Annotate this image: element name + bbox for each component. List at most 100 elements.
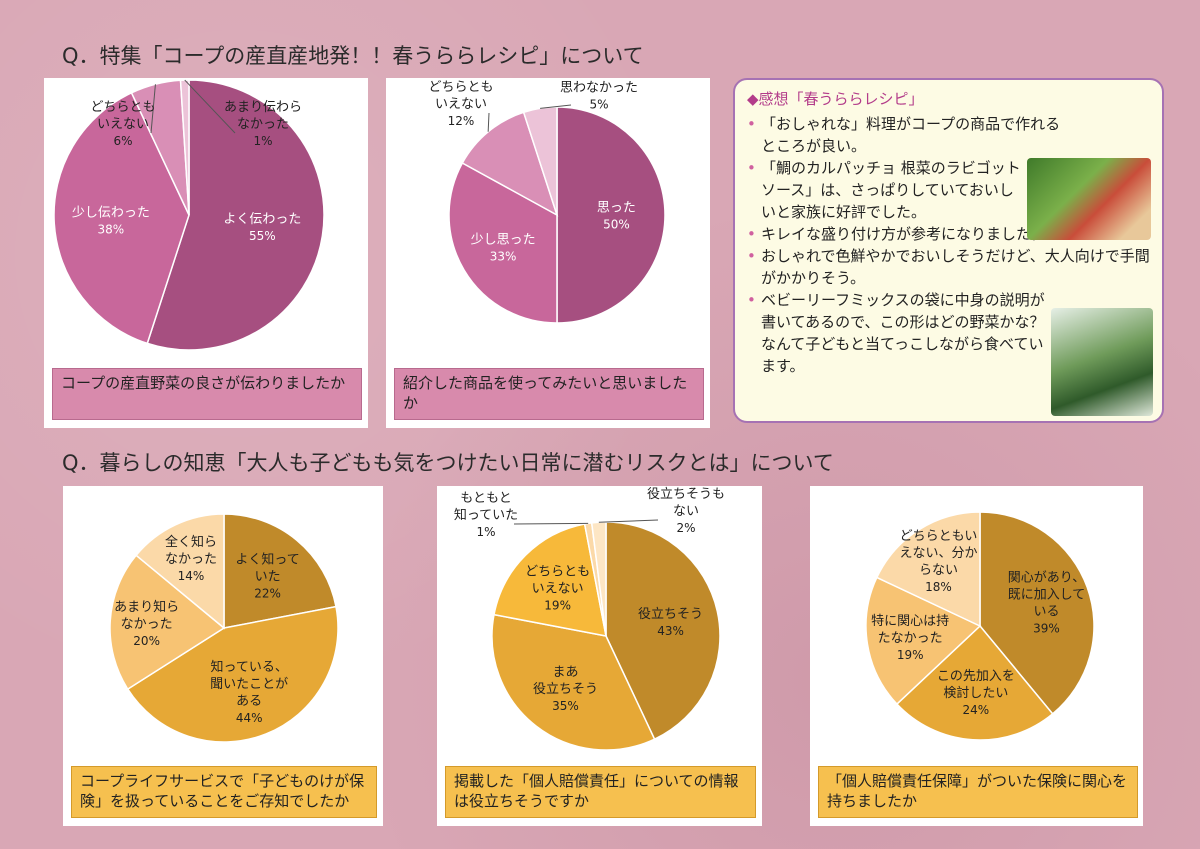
slice-name: 特に関心は持 <box>871 614 949 629</box>
pie-slice <box>865 576 982 706</box>
slice-name: いえない <box>435 97 487 112</box>
slice-name: どちらとも <box>90 100 155 115</box>
slice-name: まあ <box>552 665 578 680</box>
comments-title: ◆感想「春うららレシピ」 <box>747 90 924 108</box>
slice-name: よく知って <box>235 551 299 567</box>
slice-label: どちらともいえない 12% <box>428 80 493 128</box>
pie-slice <box>556 106 666 324</box>
slice-percent: 19% <box>897 648 924 662</box>
pie-slice <box>146 79 325 351</box>
comment-item: • おしゃれで色鮮やかでおいしそうだけど、大人向けで手間がかかりそう。 <box>747 247 1150 287</box>
slice-percent: 33% <box>490 249 517 263</box>
leader-line <box>598 519 659 523</box>
slice-percent: 1% <box>253 134 272 148</box>
slice-name: 全く知ら <box>165 534 217 550</box>
slice-percent: 24% <box>963 703 990 717</box>
slice-name: 検討したい <box>943 685 1008 701</box>
pie-slice <box>461 111 559 217</box>
chart-question-caption: 紹介した商品を使ってみたいと思いましたか <box>394 368 704 420</box>
slice-percent: 35% <box>552 699 579 713</box>
pie-slice <box>223 513 337 629</box>
slice-percent: 38% <box>98 222 125 236</box>
slice-name: どちらともい <box>900 529 978 544</box>
slice-name: ある <box>236 694 262 709</box>
slice-name: 役立ちそうも <box>647 487 725 502</box>
chart-question-caption: 「個人賠償責任保障」がついた保険に関心を持ちましたか <box>818 766 1138 818</box>
comment-item: • ベビーリーフミックスの袋に中身の説明が書いてあるので、この形はどの野菜かな？… <box>747 291 1045 375</box>
slice-label: 特に関心は持たなかった 19% <box>871 614 949 662</box>
slice-label: あまり伝わらなかった 1% <box>224 100 302 148</box>
pie-chart: 関心があり、既に加入している 39% この先加入を検討したい 24% 特に関心は持たなか… <box>865 511 1095 741</box>
slice-name: この先加入を <box>937 669 1015 684</box>
slice-name: 知っている、 <box>211 659 288 675</box>
slice-name: 少し伝わった <box>72 205 150 220</box>
slice-label: あまり知らなかった 20% <box>114 599 179 648</box>
chart-card-products-quality: よく伝わった 55% 少し伝わった 38% どちらともいえない 6% あまり伝わらなかった 1… <box>44 78 368 428</box>
slice-name: いる <box>1033 605 1059 620</box>
bullet-icon: • <box>747 247 756 265</box>
section1-title: Q．特集「コープの産直産地発！！春うららレシピ」について <box>62 44 644 68</box>
bullet-icon: • <box>747 115 756 133</box>
leader-line <box>184 79 236 134</box>
slice-label: 少し伝わった 38% <box>72 205 150 236</box>
slice-percent: 50% <box>603 218 630 232</box>
slice-name: いえない <box>532 582 584 597</box>
slice-percent: 55% <box>249 229 276 243</box>
slice-name: あまり知ら <box>114 599 179 615</box>
slice-label: 思った 50% <box>597 201 636 232</box>
chart-card-insurance-interest: 関心があり、既に加入している 39% この先加入を検討したい 24% 特に関心は持たなか… <box>810 486 1143 826</box>
slice-label: どちらともいえない 19% <box>525 565 590 613</box>
bullet-icon: • <box>747 291 756 309</box>
pie-slice <box>53 91 190 345</box>
pie-slice <box>979 511 1095 715</box>
pie-chart: 思った 50% 少し思った 33% どちらともいえない 12% 思わなかった 5% <box>428 80 666 324</box>
slice-percent: 43% <box>657 624 684 638</box>
slice-label: まあ役立ちそう 35% <box>533 665 598 713</box>
baby-leaf-bag-photo <box>1051 308 1153 416</box>
slice-name: 思った <box>597 201 636 216</box>
pie-slice <box>605 521 721 741</box>
pie-slice <box>491 613 656 751</box>
slice-label: この先加入を検討したい 24% <box>937 669 1015 717</box>
slice-name: 役立ちそう <box>533 682 598 697</box>
slice-label: よく伝わった 55% <box>223 212 301 243</box>
slice-name: 既に加入して <box>1008 588 1086 603</box>
slice-name: どちらとも <box>525 565 590 580</box>
slice-percent: 39% <box>1033 622 1060 636</box>
comment-item: • キレイな盛り付け方が参考になりました。 <box>747 225 1047 243</box>
bullet-icon: • <box>747 159 756 177</box>
slice-name: たなかった <box>878 631 943 646</box>
chart-card-want-to-try: 思った 50% 少し思った 33% どちらともいえない 12% 思わなかった 5% 紹介した商品… <box>386 78 710 428</box>
comment-item: • 「鯛のカルパッチョ 根菜のラビゴットソース」は、さっぱりしていておいしいと家… <box>747 159 1021 221</box>
slice-name: えない、分か <box>899 546 977 561</box>
slice-percent: 19% <box>544 599 571 613</box>
slice-label: 知っている、聞いたことがある 44% <box>210 659 288 725</box>
slice-name: もともと <box>460 491 511 506</box>
slice-name: いえない <box>97 117 149 132</box>
slice-label: 少し思った 33% <box>471 232 536 263</box>
slice-name: 聞いたことが <box>210 677 288 692</box>
slice-name: らない <box>919 563 958 578</box>
pie-slice <box>448 161 558 324</box>
bullet-icon: • <box>747 225 756 243</box>
leader-line <box>150 84 156 134</box>
slice-name: 少し思った <box>471 232 536 247</box>
pie-slice <box>135 513 225 630</box>
comment-item: • 「おしゃれな」料理がコープの商品で作れるところが良い。 <box>747 115 1061 155</box>
slice-name: よく伝わった <box>223 212 301 227</box>
slice-name: 思わなかった <box>560 81 638 96</box>
slice-label: よく知っていた 22% <box>235 551 299 600</box>
slice-label: どちらともいえない 6% <box>90 100 155 148</box>
pie-slice <box>179 79 190 216</box>
pie-chart: 役立ちそう 43% まあ役立ちそう 35% どちらともいえない 19% もともと知っていた 1… <box>454 487 725 751</box>
pie-slice <box>875 511 981 628</box>
slice-percent: 14% <box>178 569 205 583</box>
slice-label: もともと知っていた 1% <box>454 491 518 539</box>
slice-label: 関心があり、既に加入している 39% <box>1008 571 1086 636</box>
slice-name: 関心があり、 <box>1008 571 1085 586</box>
slice-label: 役立ちそう 43% <box>638 607 703 638</box>
pie-chart: よく知っていた 22% 知っている、聞いたことがある 44% あまり知らなかった 20% 全… <box>109 513 339 743</box>
slice-name: あまり伝わら <box>224 100 302 115</box>
slice-label: どちらともいえない、分からない 18% <box>899 529 977 594</box>
pie-slice <box>895 624 1054 741</box>
